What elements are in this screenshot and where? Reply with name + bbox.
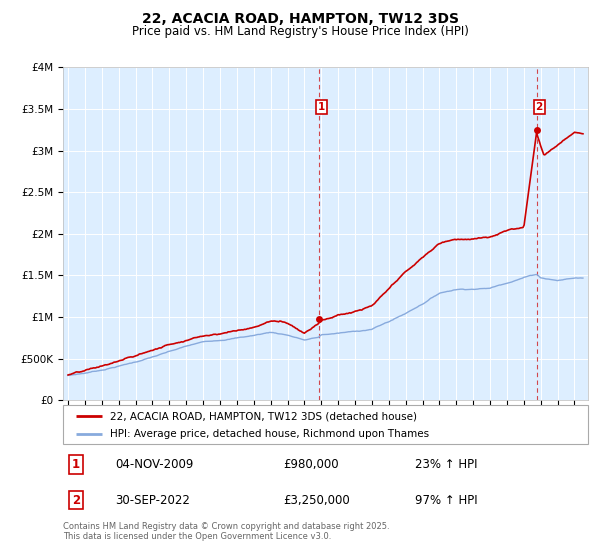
- Text: £3,250,000: £3,250,000: [284, 494, 350, 507]
- Text: 2: 2: [535, 102, 542, 112]
- Text: £980,000: £980,000: [284, 458, 339, 471]
- Text: 1: 1: [72, 458, 80, 471]
- Text: Price paid vs. HM Land Registry's House Price Index (HPI): Price paid vs. HM Land Registry's House …: [131, 25, 469, 38]
- Text: 97% ↑ HPI: 97% ↑ HPI: [415, 494, 478, 507]
- Text: 1: 1: [317, 102, 325, 112]
- Text: Contains HM Land Registry data © Crown copyright and database right 2025.
This d: Contains HM Land Registry data © Crown c…: [63, 522, 389, 542]
- Text: 30-SEP-2022: 30-SEP-2022: [115, 494, 190, 507]
- Text: HPI: Average price, detached house, Richmond upon Thames: HPI: Average price, detached house, Rich…: [110, 429, 430, 439]
- Text: 22, ACACIA ROAD, HAMPTON, TW12 3DS: 22, ACACIA ROAD, HAMPTON, TW12 3DS: [142, 12, 458, 26]
- Text: 04-NOV-2009: 04-NOV-2009: [115, 458, 194, 471]
- Text: 22, ACACIA ROAD, HAMPTON, TW12 3DS (detached house): 22, ACACIA ROAD, HAMPTON, TW12 3DS (deta…: [110, 411, 417, 421]
- FancyBboxPatch shape: [63, 405, 588, 444]
- Text: 2: 2: [72, 494, 80, 507]
- Text: 23% ↑ HPI: 23% ↑ HPI: [415, 458, 477, 471]
